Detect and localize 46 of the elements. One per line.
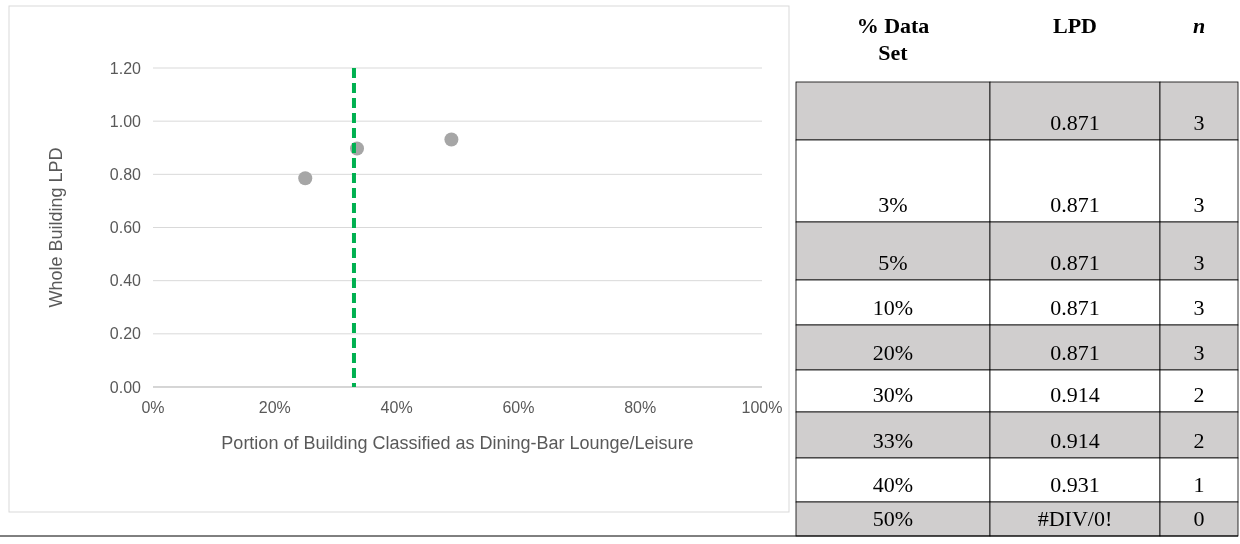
text: 2 — [1193, 382, 1205, 407]
text: 0.871 — [1050, 110, 1100, 135]
text: 50% — [872, 506, 914, 531]
text: #DIV/0! — [1037, 506, 1113, 531]
text: 3 — [1193, 250, 1205, 275]
y-tick-label: 1.20 — [109, 59, 142, 77]
y-axis-title: Whole Building LPD — [46, 147, 66, 308]
text: 2 — [1193, 428, 1205, 453]
text: 0.871 — [1050, 340, 1100, 365]
x-tick-label: 0% — [141, 399, 165, 416]
text: 0.914 — [1050, 382, 1100, 407]
text: 40% — [872, 472, 914, 497]
text: 5% — [878, 250, 908, 275]
text: 0 — [1193, 506, 1205, 531]
text: 33% — [872, 428, 914, 453]
y-tick-label: 0.40 — [109, 272, 142, 290]
text: 0.931 — [1050, 472, 1100, 497]
text: 20% — [872, 340, 914, 365]
text: 30% — [872, 382, 914, 407]
category-label: n — [1192, 13, 1206, 38]
text: 0.871 — [1050, 250, 1100, 275]
x-tick-label: 80% — [624, 399, 657, 416]
text: 3% — [878, 192, 908, 217]
point — [298, 171, 313, 186]
y-tick-label: 1.00 — [109, 112, 142, 130]
text: 0.914 — [1050, 428, 1100, 453]
x-axis-title: Portion of Building Classified as Dining-Bar Lounge/Leisure — [221, 433, 694, 453]
text: 3 — [1193, 295, 1205, 320]
point — [444, 132, 459, 147]
text: 1 — [1193, 472, 1205, 497]
text: 10% — [872, 295, 914, 320]
category-label: % Data Set — [856, 13, 930, 65]
text: 0.871 — [1050, 192, 1100, 217]
x-tick-label: 20% — [258, 399, 291, 416]
y-tick-label: 0.20 — [109, 325, 142, 343]
text: 3 — [1193, 110, 1205, 135]
text: 3 — [1193, 340, 1205, 365]
y-tick-label: 0.80 — [109, 165, 142, 183]
x-tick-label: 60% — [502, 399, 535, 416]
text: 0.871 — [1050, 295, 1100, 320]
y-tick-label: 0.00 — [109, 378, 142, 396]
x-tick-label: 40% — [380, 399, 413, 416]
text: 3 — [1193, 192, 1205, 217]
x-tick-label: 100% — [741, 399, 783, 416]
category-label: LPD — [1053, 13, 1097, 38]
y-tick-label: 0.60 — [109, 219, 142, 237]
